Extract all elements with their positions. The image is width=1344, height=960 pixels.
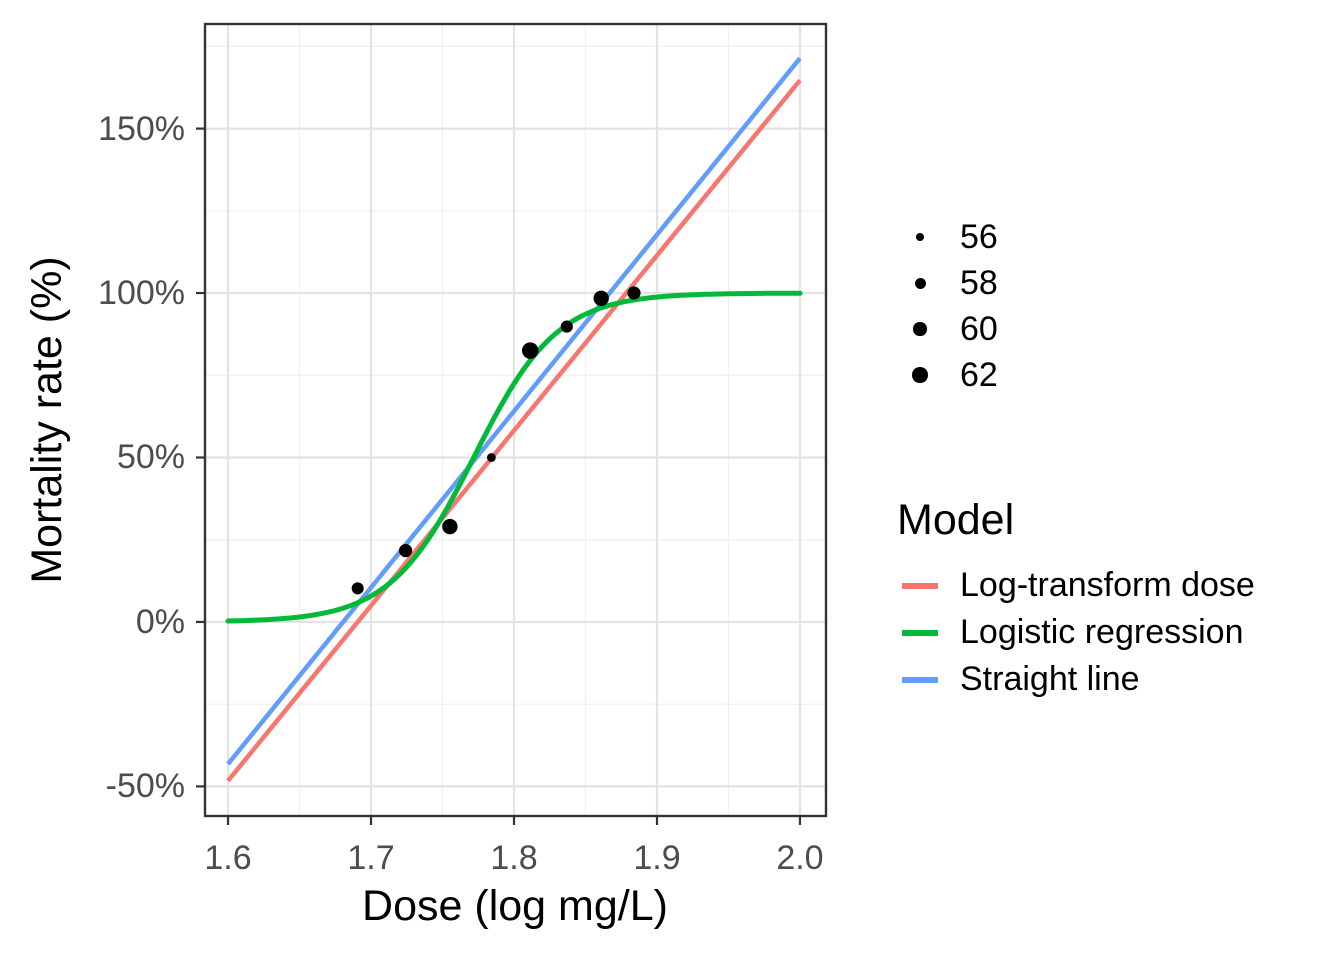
data-point — [399, 544, 413, 558]
legend-key-box — [897, 582, 943, 589]
y-tick-label: 100% — [98, 274, 185, 313]
size-legend-entry: 58 — [897, 260, 998, 306]
model-legend-entry: Logistic regression — [897, 609, 1255, 656]
model-legend-label: Logistic regression — [960, 613, 1244, 651]
y-tick-label: 0% — [135, 602, 185, 641]
size-legend-label: 58 — [960, 263, 998, 302]
size-dot-icon — [913, 322, 927, 336]
y-axis-title: Mortality rate (%) — [23, 256, 71, 584]
legend-key-box — [897, 367, 943, 383]
y-tick-label: 150% — [98, 109, 185, 148]
line-key-icon — [902, 629, 938, 636]
data-point — [521, 342, 539, 359]
legend-key-box — [897, 629, 943, 636]
line-key-icon — [902, 582, 938, 589]
size-dot-icon — [915, 232, 925, 242]
model-line-straight-line — [226, 56, 802, 766]
size-legend-entry: 60 — [897, 306, 998, 352]
size-legend-label: 62 — [960, 355, 998, 394]
legend-key-box — [897, 322, 943, 336]
legend-key-box — [897, 232, 943, 242]
model-line-log-transform-dose — [226, 78, 802, 783]
size-legend-label: 56 — [960, 217, 998, 256]
panel-border — [203, 22, 828, 818]
y-tick-label: 50% — [116, 438, 185, 477]
legend-key-box — [897, 676, 943, 683]
size-legend: 56 58 60 62 — [897, 214, 998, 398]
y-tick-label: -50% — [105, 767, 185, 806]
x-tick-label: 2.0 — [776, 839, 824, 877]
size-legend-entry: 56 — [897, 214, 998, 260]
line-key-icon — [902, 676, 938, 683]
model-legend-entry: Straight line — [897, 656, 1255, 703]
size-legend-entry: 62 — [897, 352, 998, 398]
data-point — [442, 518, 458, 535]
x-tick-label: 1.6 — [204, 839, 252, 877]
model-legend-title: Model — [897, 496, 1015, 544]
x-tick-label: 1.7 — [347, 839, 395, 877]
data-point — [627, 286, 641, 300]
model-legend-label: Straight line — [960, 660, 1140, 698]
legend-key-box — [897, 277, 943, 289]
size-dot-icon — [914, 277, 926, 289]
x-tick-label: 1.9 — [633, 839, 681, 877]
x-tick-label: 1.8 — [490, 839, 538, 877]
model-legend-entries: Log-transform dose Logistic regression S… — [897, 562, 1255, 703]
x-axis-title: Dose (log mg/L) — [362, 882, 668, 930]
size-legend-label: 60 — [960, 309, 998, 348]
model-legend-entry: Log-transform dose — [897, 562, 1255, 609]
model-legend: Model Log-transform dose Logistic regres… — [897, 492, 1255, 703]
size-dot-icon — [912, 367, 928, 383]
data-point — [351, 582, 364, 595]
data-point — [560, 320, 573, 333]
data-point — [487, 453, 496, 462]
data-point — [593, 290, 609, 306]
model-legend-label: Log-transform dose — [960, 566, 1255, 604]
model-line-logistic-regression — [225, 290, 803, 624]
